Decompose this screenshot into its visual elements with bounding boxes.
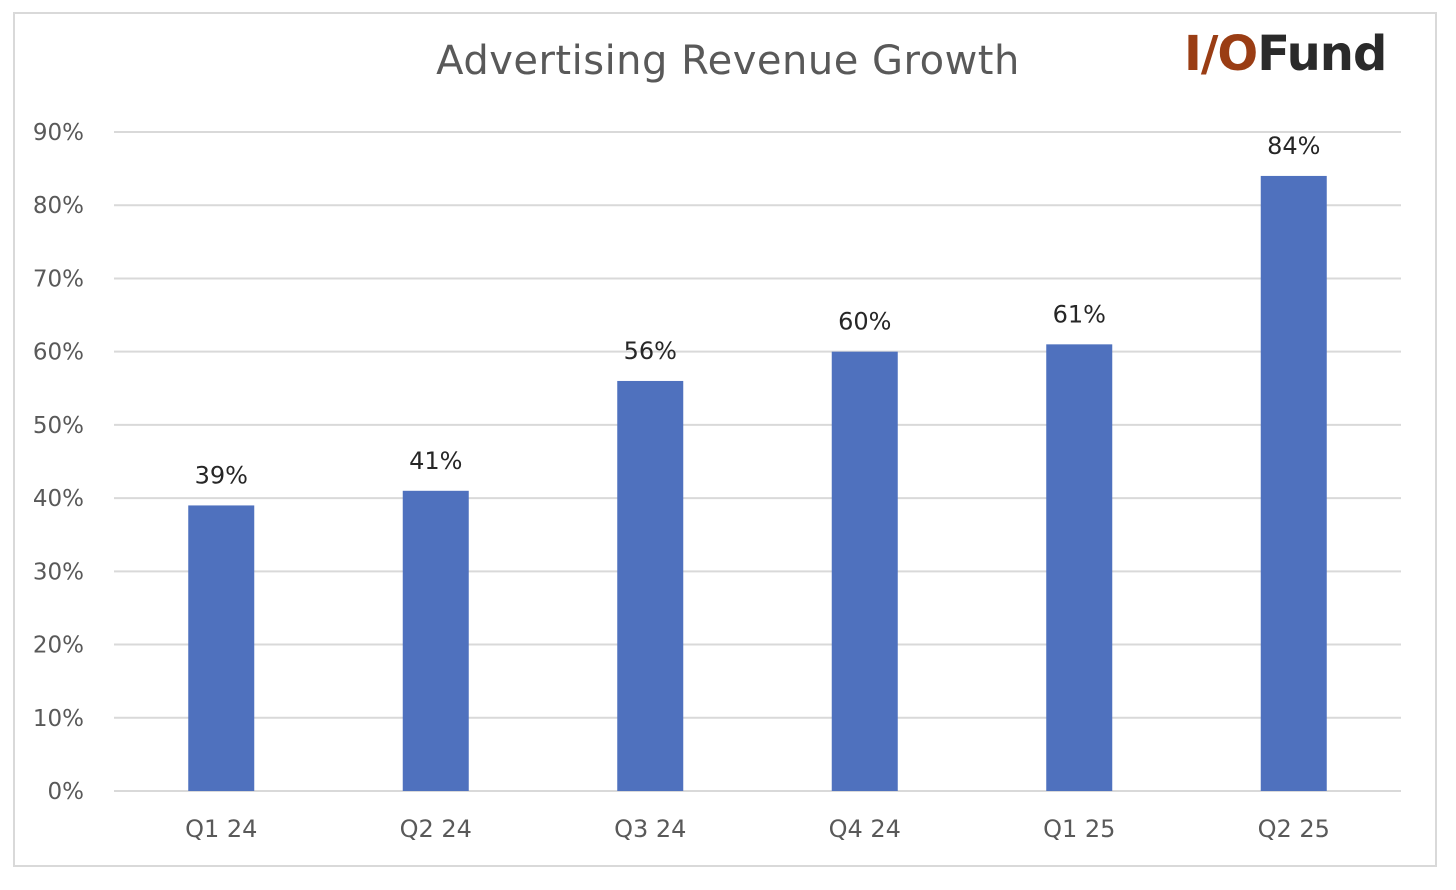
y-axis-tick-labels: 0% 10% 20% 30% 40% 50% 60% 70% 80% 90% — [33, 120, 84, 805]
x-category-label: Q1 25 — [1043, 815, 1115, 843]
y-tick-label: 60% — [33, 340, 84, 366]
data-label: 60% — [838, 308, 891, 336]
x-category-label: Q2 25 — [1258, 815, 1330, 843]
bar — [831, 351, 898, 791]
data-label: 56% — [624, 337, 677, 365]
bar — [402, 490, 469, 791]
data-label: 39% — [195, 461, 248, 489]
data-label: 84% — [1267, 132, 1320, 160]
gridlines — [114, 131, 1401, 792]
data-labels: 39% 41% 56% 60% 61% 84% — [195, 132, 1321, 489]
logo-part-io: I/O — [1184, 26, 1258, 82]
chart-title: Advertising Revenue Growth — [436, 38, 1020, 84]
y-tick-label: 70% — [33, 266, 84, 292]
bar — [617, 380, 684, 791]
bar — [188, 505, 255, 791]
x-category-label: Q4 24 — [829, 815, 901, 843]
x-category-label: Q3 24 — [614, 815, 686, 843]
y-tick-label: 30% — [33, 559, 84, 585]
y-tick-label: 80% — [33, 193, 84, 219]
y-tick-label: 40% — [33, 486, 84, 512]
data-label: 41% — [409, 447, 462, 475]
y-tick-label: 90% — [33, 120, 84, 146]
x-category-label: Q2 24 — [400, 815, 472, 843]
y-tick-label: 20% — [33, 633, 84, 659]
logo-part-fund: Fund — [1257, 26, 1387, 82]
bar — [1260, 175, 1327, 791]
bars — [188, 175, 1327, 791]
brand-logo: I/OFund — [1184, 26, 1387, 82]
bar — [1046, 344, 1113, 791]
y-tick-label: 10% — [33, 706, 84, 732]
x-category-label: Q1 24 — [185, 815, 257, 843]
x-axis-category-labels: Q1 24 Q2 24 Q3 24 Q4 24 Q1 25 Q2 25 — [185, 815, 1330, 843]
data-label: 61% — [1053, 300, 1106, 328]
y-tick-label: 0% — [48, 779, 85, 805]
y-tick-label: 50% — [33, 413, 84, 439]
